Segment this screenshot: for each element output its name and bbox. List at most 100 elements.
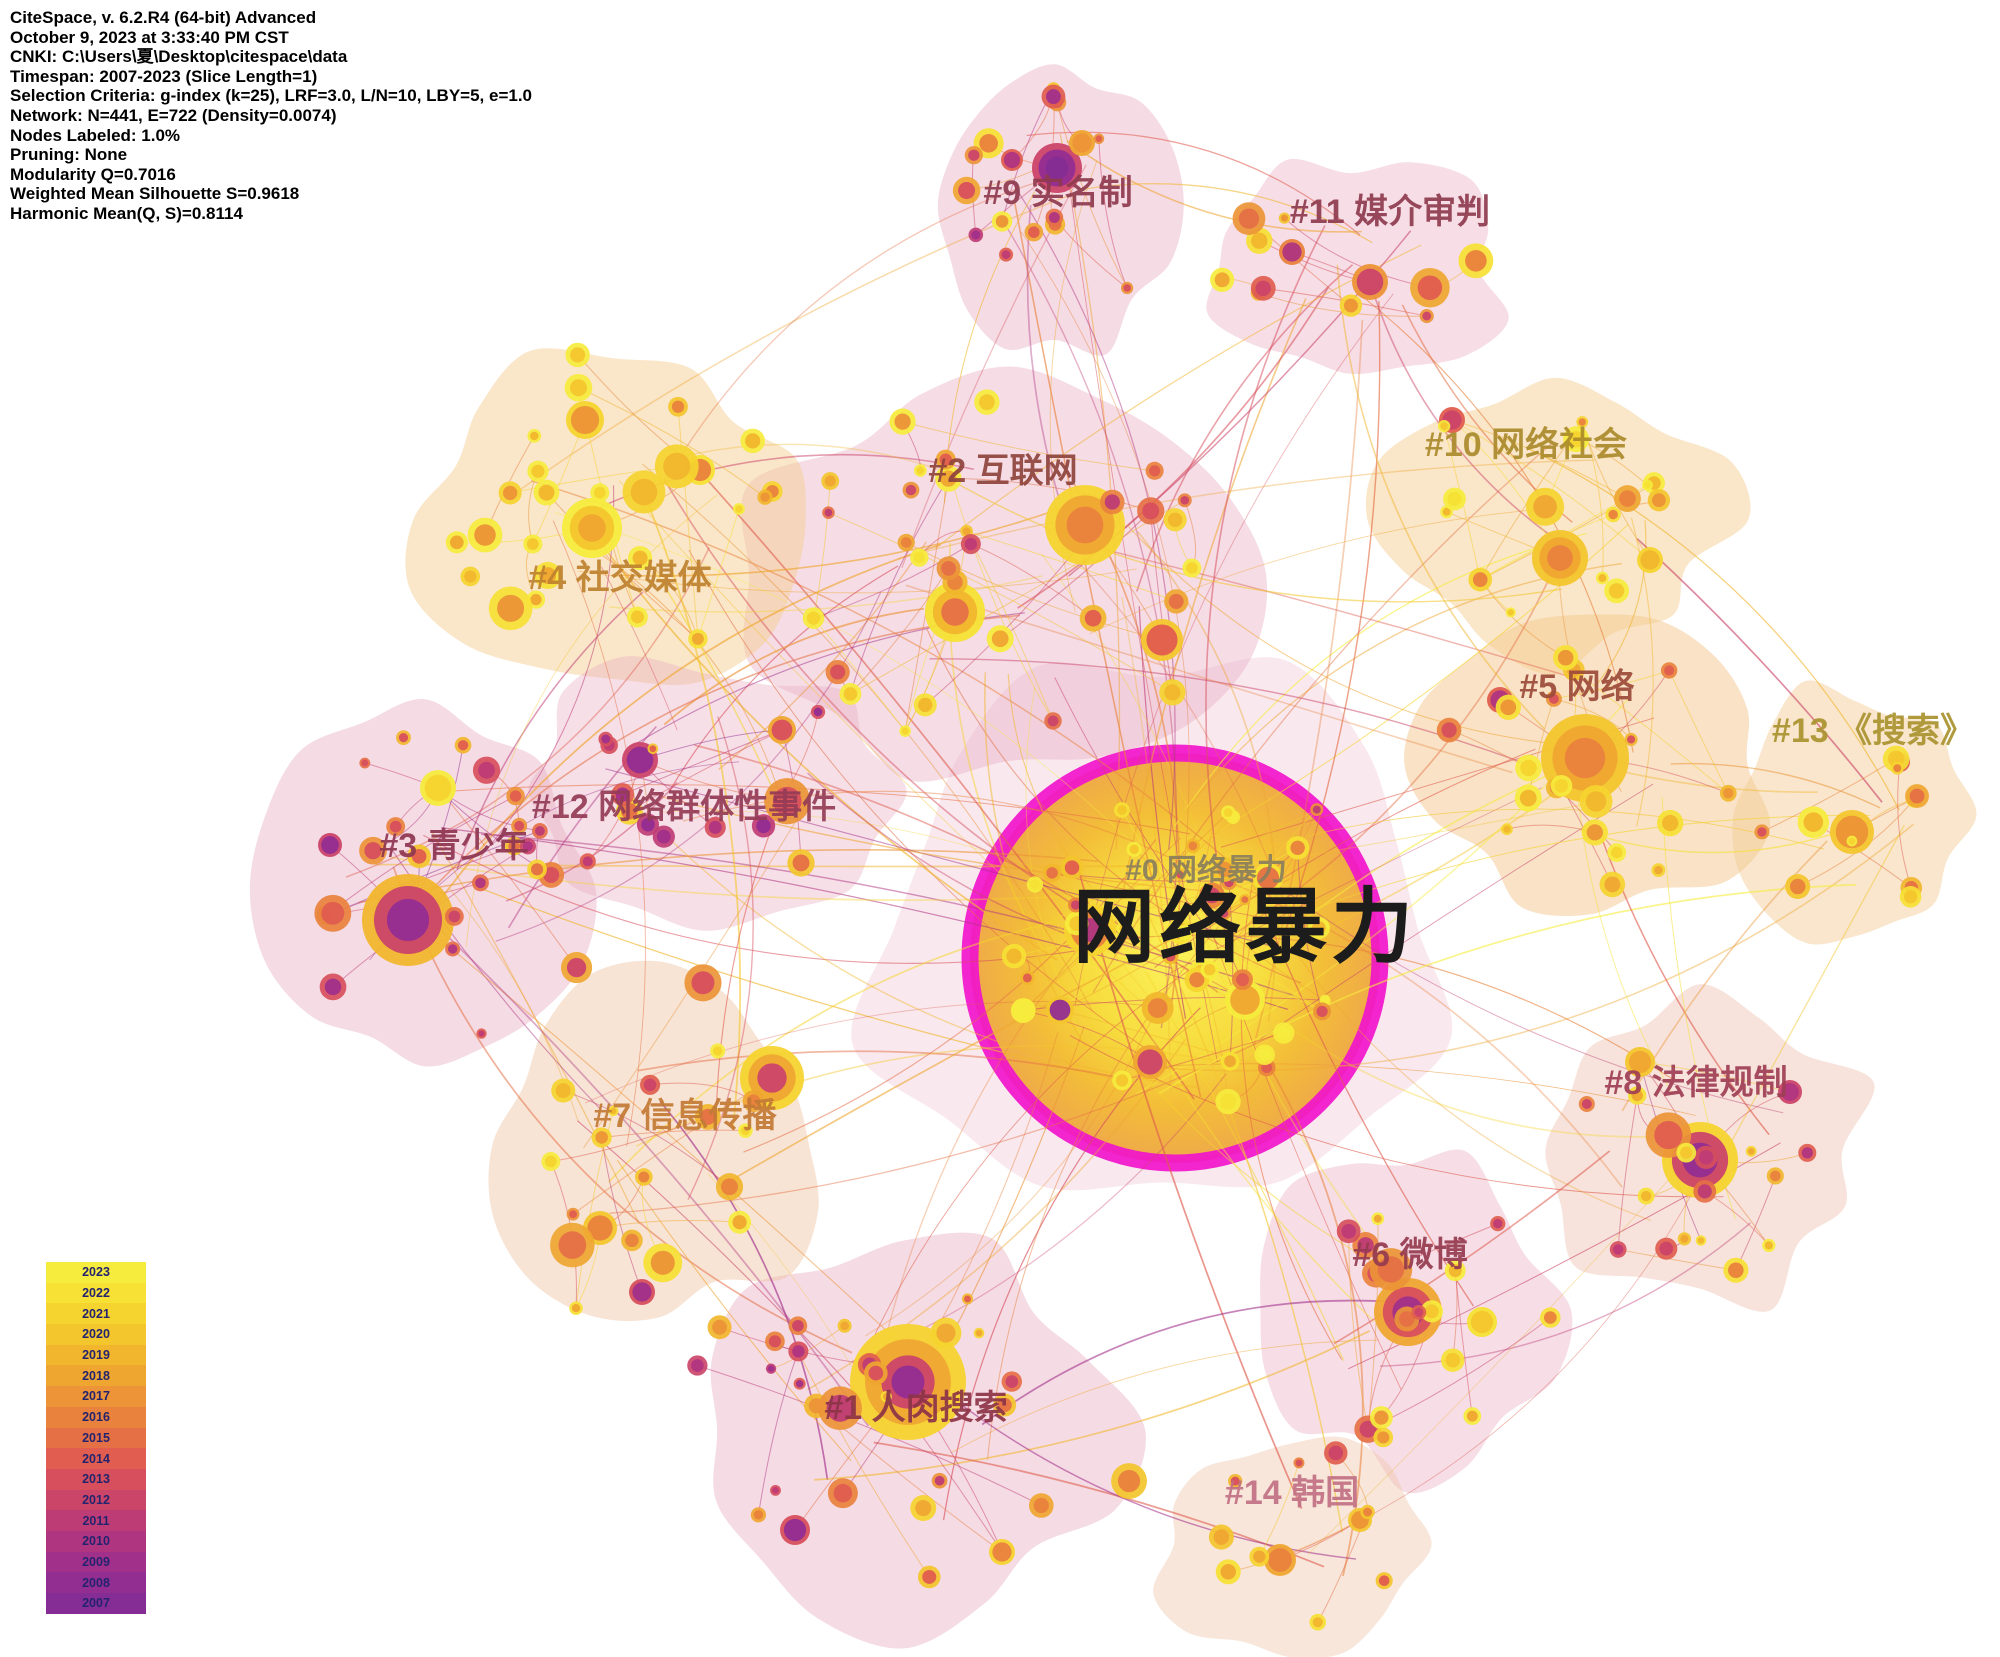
node[interactable]	[523, 534, 543, 554]
node[interactable]	[899, 725, 911, 737]
node[interactable]	[1609, 1241, 1627, 1258]
node[interactable]	[750, 1507, 767, 1523]
node[interactable]	[1693, 1179, 1717, 1203]
node[interactable]	[566, 1207, 580, 1221]
node[interactable]	[1212, 856, 1237, 882]
cluster-label-6[interactable]: #6 微博	[1352, 1236, 1467, 1274]
node[interactable]	[1371, 1212, 1385, 1226]
node[interactable]	[1228, 1473, 1243, 1489]
node[interactable]	[1309, 1613, 1327, 1631]
node[interactable]	[751, 814, 776, 838]
node[interactable]	[1604, 578, 1629, 604]
node[interactable]	[608, 1105, 619, 1117]
node[interactable]	[627, 606, 648, 628]
node[interactable]	[1797, 806, 1830, 838]
node[interactable]	[1599, 871, 1626, 898]
node[interactable]	[684, 964, 722, 1002]
node[interactable]	[1249, 1546, 1270, 1567]
node[interactable]	[707, 1315, 732, 1340]
node[interactable]	[1785, 874, 1811, 899]
node[interactable]	[445, 941, 461, 957]
node[interactable]	[1830, 810, 1874, 854]
node[interactable]	[1162, 948, 1179, 965]
node[interactable]	[1293, 1457, 1305, 1469]
node[interactable]	[621, 1229, 643, 1252]
node[interactable]	[1285, 836, 1310, 860]
node[interactable]	[640, 1074, 661, 1095]
node[interactable]	[1217, 907, 1231, 920]
node[interactable]	[1324, 1441, 1348, 1465]
node[interactable]	[1120, 281, 1134, 295]
node[interactable]	[1369, 1248, 1413, 1291]
node[interactable]	[1444, 1260, 1466, 1282]
node[interactable]	[738, 1123, 753, 1138]
node[interactable]	[1766, 1167, 1784, 1185]
node[interactable]	[1540, 1307, 1561, 1328]
node[interactable]	[1253, 863, 1283, 893]
node[interactable]	[622, 470, 666, 514]
node[interactable]	[821, 472, 840, 490]
node[interactable]	[991, 211, 1013, 232]
node[interactable]	[989, 1539, 1015, 1565]
node[interactable]	[1232, 969, 1253, 991]
node[interactable]	[1064, 911, 1089, 936]
node[interactable]	[839, 682, 862, 705]
node[interactable]	[1899, 886, 1922, 908]
node[interactable]	[935, 465, 962, 492]
node[interactable]	[1719, 784, 1737, 802]
node[interactable]	[897, 533, 915, 552]
node[interactable]	[837, 1318, 852, 1333]
node[interactable]	[993, 1393, 1017, 1417]
node[interactable]	[1369, 1406, 1393, 1429]
node[interactable]	[1232, 202, 1266, 236]
node[interactable]	[1411, 1304, 1427, 1320]
node[interactable]	[1532, 530, 1588, 586]
node[interactable]	[611, 783, 635, 807]
node[interactable]	[1458, 243, 1494, 279]
node[interactable]	[1045, 208, 1064, 227]
node[interactable]	[1443, 487, 1466, 511]
node[interactable]	[825, 659, 850, 685]
cluster-label-2[interactable]: #2 互联网	[928, 452, 1077, 490]
node[interactable]	[1024, 222, 1044, 242]
node[interactable]	[1278, 212, 1291, 224]
node[interactable]	[688, 629, 708, 649]
node[interactable]	[1490, 1216, 1506, 1232]
node[interactable]	[913, 693, 937, 717]
node[interactable]	[986, 625, 1014, 653]
node[interactable]	[1339, 294, 1363, 317]
node[interactable]	[1200, 960, 1219, 979]
node[interactable]	[1250, 275, 1276, 301]
node[interactable]	[1745, 1145, 1757, 1157]
node[interactable]	[541, 1152, 561, 1171]
node[interactable]	[1436, 717, 1462, 743]
node[interactable]	[1468, 567, 1493, 592]
node[interactable]	[1694, 1145, 1718, 1169]
node[interactable]	[1041, 84, 1066, 109]
node[interactable]	[527, 859, 547, 880]
node[interactable]	[1637, 1187, 1655, 1205]
node[interactable]	[444, 907, 464, 926]
node[interactable]	[770, 1484, 781, 1496]
node[interactable]	[1627, 1086, 1647, 1105]
node[interactable]	[1495, 694, 1521, 720]
node[interactable]	[1044, 712, 1062, 730]
node[interactable]	[827, 1478, 858, 1509]
node[interactable]	[1651, 863, 1666, 878]
node[interactable]	[1441, 1348, 1465, 1372]
node[interactable]	[1778, 1080, 1802, 1104]
node[interactable]	[1079, 604, 1107, 632]
node[interactable]	[715, 1173, 744, 1201]
node[interactable]	[1113, 802, 1130, 818]
node[interactable]	[968, 227, 984, 243]
node[interactable]	[1307, 916, 1330, 940]
node[interactable]	[757, 489, 773, 505]
node[interactable]	[1846, 835, 1858, 847]
node[interactable]	[742, 1090, 765, 1113]
node[interactable]	[1239, 894, 1251, 906]
node[interactable]	[488, 586, 533, 631]
node[interactable]	[1215, 1559, 1241, 1585]
node[interactable]	[1642, 479, 1653, 491]
node[interactable]	[654, 444, 699, 489]
